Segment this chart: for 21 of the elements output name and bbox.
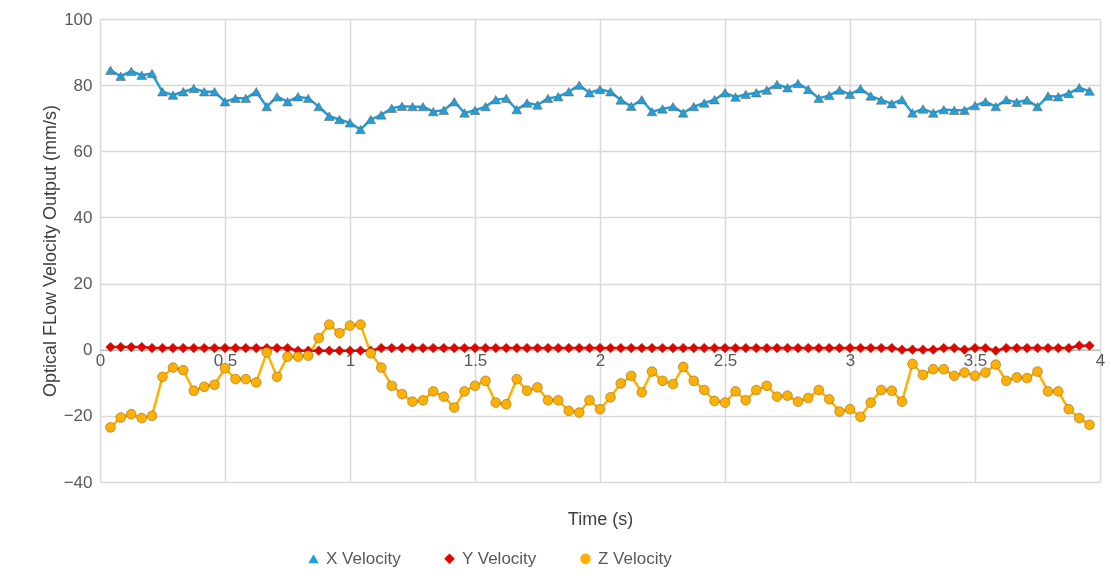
y-tick-label: 100: [64, 9, 93, 29]
y-tick-label: −40: [63, 472, 93, 492]
x-axis-title: Time (s): [567, 508, 634, 529]
x-tick-label: 4: [1095, 351, 1106, 371]
x-tick-label: 0: [95, 351, 106, 371]
x-tick-label: 1.5: [463, 351, 488, 371]
x-tick-label: 0.5: [213, 351, 238, 371]
legend-label: Y Velocity: [462, 548, 537, 568]
y-axis-title: Optical FLow Velocity Output (mm/s): [39, 104, 60, 398]
y-tick-label: 40: [73, 207, 93, 227]
y-tick-label: 20: [73, 274, 93, 294]
x-tick-label: 2: [595, 351, 606, 371]
x-tick-label: 2.5: [713, 351, 738, 371]
legend-label: Z Velocity: [598, 548, 673, 568]
x-tick-label: 3.5: [963, 351, 988, 371]
legend-label: X Velocity: [326, 548, 402, 568]
y-tick-label: −20: [63, 406, 93, 426]
y-tick-label: 80: [73, 75, 93, 95]
x-tick-label: 1: [345, 351, 356, 371]
x-tick-label: 3: [845, 351, 856, 371]
y-tick-label: 60: [73, 141, 93, 161]
